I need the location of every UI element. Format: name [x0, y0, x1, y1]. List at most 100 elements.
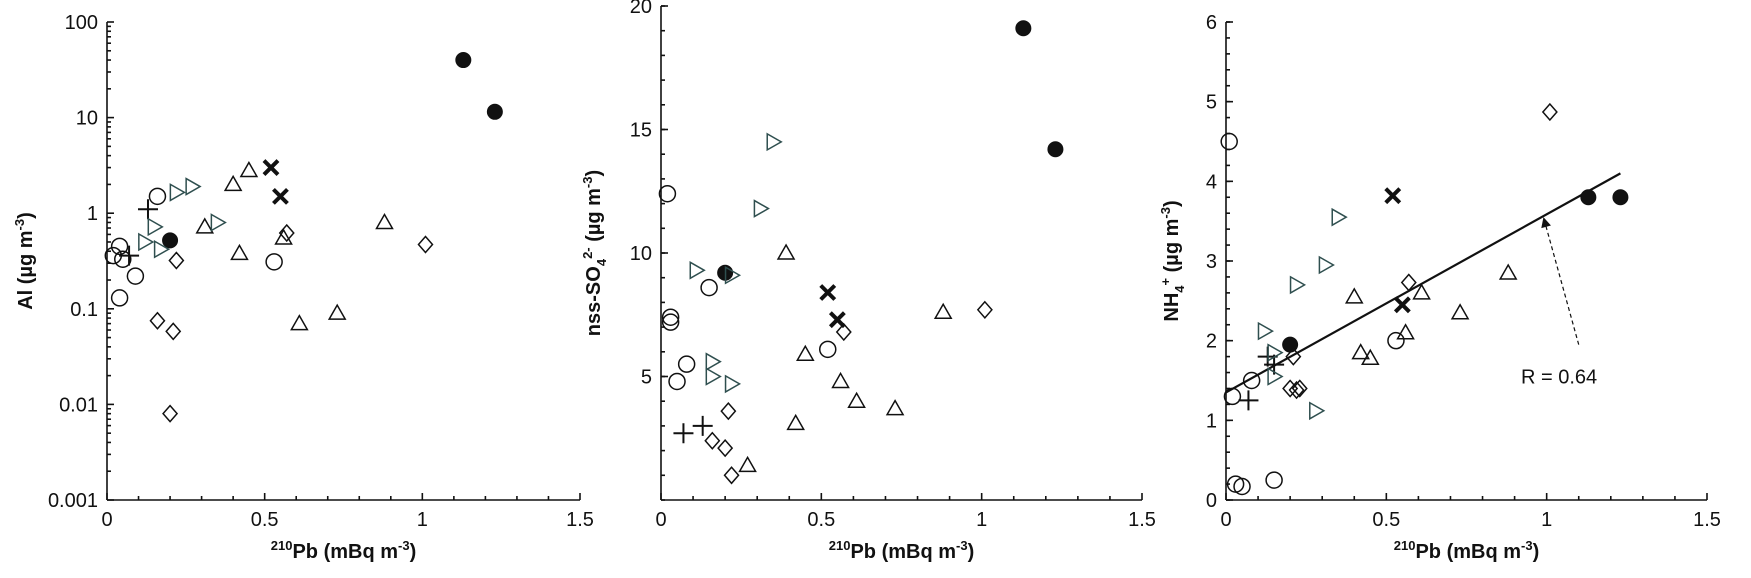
series-filled-circle: [162, 52, 503, 249]
data-point-circle: [114, 250, 132, 268]
series-triangle-right: [689, 132, 783, 394]
data-point-cross: [819, 284, 837, 301]
data-point-diamond: [165, 322, 182, 341]
y-title-close: ): [583, 170, 605, 177]
data-point-plus: [692, 415, 713, 436]
x-title-close: ): [968, 541, 975, 563]
data-point-plus: [119, 245, 140, 266]
y-axis-title: nss-SO42- (µg m-3): [580, 170, 609, 336]
data-point-circle: [1265, 471, 1283, 489]
series-diamond: [1282, 102, 1558, 400]
x-title-close: ): [1533, 541, 1540, 563]
data-point-triangle-up: [847, 391, 866, 408]
data-point-triangle-up: [1361, 348, 1380, 365]
y-tick-label: 0: [1206, 490, 1217, 512]
data-point-cross: [272, 187, 289, 205]
data-point-diamond: [417, 235, 434, 254]
data-point-circle: [126, 267, 145, 285]
data-point-triangle-right: [1318, 255, 1335, 275]
y-tick-label: 0.1: [70, 299, 98, 321]
data-point-cross: [262, 159, 280, 177]
data-point-filled-circle: [1015, 20, 1032, 37]
series-triangle-right: [138, 177, 227, 259]
y-title-subscript: 4: [594, 258, 609, 266]
data-point-triangle-up: [1412, 283, 1431, 300]
data-point-triangle-right: [1267, 343, 1284, 362]
data-point-triangle-right: [138, 232, 155, 252]
y-tick-label: 3: [1206, 251, 1217, 273]
data-point-triangle-right: [724, 374, 742, 394]
y-title-superscript: +: [1158, 278, 1173, 286]
y-title-exponent: -3: [580, 176, 595, 188]
data-point-plus: [673, 423, 694, 444]
data-point-triangle-up: [290, 314, 309, 331]
data-point-diamond: [168, 251, 185, 270]
series-cross: [262, 159, 289, 205]
y-title-close: ): [1161, 200, 1183, 207]
data-point-diamond: [717, 438, 734, 458]
data-point-cross: [1384, 187, 1402, 205]
x-title-superscript: 210: [271, 538, 293, 553]
y-tick-label: 0.001: [48, 490, 98, 512]
data-point-circle: [265, 253, 283, 271]
series-cross: [819, 284, 846, 329]
data-point-triangle-up: [327, 303, 347, 320]
data-point-triangle-right: [1309, 401, 1326, 421]
y-title-rest: (µg m: [583, 188, 605, 247]
series-triangle-up: [738, 243, 953, 473]
x-tick-label: 0: [655, 509, 666, 531]
regression-line: [1225, 172, 1621, 394]
data-point-circle: [1223, 387, 1242, 406]
y-tick-label: 6: [1206, 12, 1217, 34]
data-point-circle: [668, 372, 686, 391]
y-title-close: ): [15, 212, 37, 219]
y-axis-title: Al (µg m-3): [12, 212, 37, 310]
data-point-diamond: [1288, 380, 1305, 400]
data-point-triangle-up: [1344, 287, 1364, 304]
data-point-circle: [700, 278, 718, 297]
x-axis-title: 210Pb (mBq m-3): [1394, 538, 1540, 563]
data-point-triangle-up: [786, 413, 805, 431]
y-title-main: Al (µg m: [15, 230, 37, 309]
series-plus: [673, 415, 713, 444]
data-point-triangle-up: [223, 174, 243, 192]
data-point-circle: [1220, 132, 1238, 151]
y-title-rest: (µg m: [1161, 219, 1183, 278]
data-point-triangle-right: [705, 352, 722, 371]
data-point-triangle-right: [1331, 207, 1348, 227]
series-circle: [658, 184, 837, 391]
y-axis-title: NH4+ (µg m-3): [1158, 200, 1187, 321]
x-title-close: ): [410, 541, 417, 563]
x-title-main: Pb (mBq m: [850, 541, 956, 563]
series-filled-circle: [717, 20, 1064, 281]
data-point-triangle-up: [1351, 343, 1370, 360]
y-title-superscript: 2-: [580, 247, 595, 259]
correlation-annotation: R = 0.64: [1521, 367, 1597, 389]
x-tick-label: 1.5: [566, 509, 594, 531]
data-point-triangle-right: [1257, 321, 1274, 341]
data-point-triangle-up: [1498, 263, 1518, 280]
y-tick-label: 100: [65, 12, 98, 34]
x-tick-label: 0.5: [1372, 509, 1400, 531]
data-point-triangle-right: [153, 239, 171, 259]
data-point-triangle-up: [831, 371, 850, 389]
data-point-diamond: [835, 322, 852, 342]
data-point-triangle-up: [796, 344, 815, 362]
data-point-triangle-up: [776, 243, 796, 260]
data-point-circle: [110, 237, 129, 256]
y-title-exponent: -3: [12, 219, 27, 231]
y-title-main: NH: [1161, 293, 1183, 322]
data-point-circle: [110, 289, 129, 307]
data-point-triangle-right: [689, 260, 706, 280]
data-point-plus: [137, 199, 158, 220]
data-point-plus: [1238, 390, 1259, 411]
annotation-arrow-line: [1542, 217, 1580, 345]
x-title-superscript: 210: [829, 538, 851, 553]
data-point-filled-circle: [455, 52, 472, 69]
series-triangle-right: [1257, 207, 1348, 421]
data-point-circle: [658, 184, 677, 203]
data-point-diamond: [1285, 347, 1302, 366]
